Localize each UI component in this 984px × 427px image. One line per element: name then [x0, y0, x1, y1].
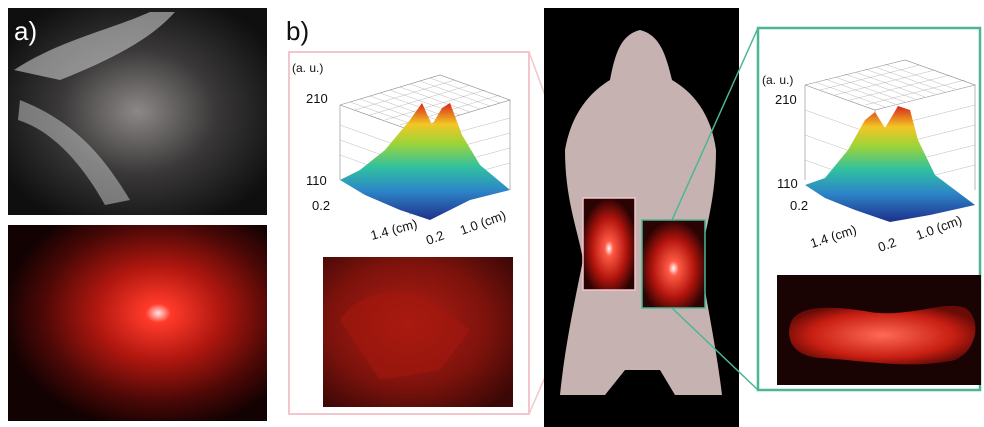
fur-upper — [14, 12, 175, 80]
x-tick-left-0: 0.2 — [312, 198, 330, 213]
connector-teal-bottom — [671, 307, 759, 391]
y-tick-left-0: 0.2 — [424, 228, 446, 248]
surface-mesh-left — [340, 103, 510, 220]
z-tick-right-210: 210 — [775, 92, 797, 107]
x-tick-right-0: 0.2 — [790, 198, 808, 213]
panel-b-mouse — [544, 8, 739, 427]
connector-teal-top — [671, 27, 759, 221]
roi-pink — [582, 197, 636, 291]
y-tick-right-0: 0.2 — [876, 235, 898, 255]
surface-mesh-right — [805, 106, 975, 222]
panel-label-b: b) — [286, 16, 310, 46]
panel-label-a: a) — [14, 16, 38, 46]
panel-b-right-box: (a. u.) 210 110 0.2 1.4 (cm) 0.2 1.0 (cm… — [756, 26, 982, 392]
z-tick-left-110: 110 — [306, 173, 327, 188]
photo-kidney — [789, 305, 976, 365]
photo-fluorescence-a — [8, 225, 267, 421]
panel-a — [8, 8, 267, 421]
z-unit-left: (a. u.) — [292, 61, 323, 75]
fur-lower — [18, 100, 130, 205]
roi-teal — [641, 219, 706, 309]
z-unit-right: (a. u.) — [762, 73, 793, 87]
z-tick-left-210: 210 — [306, 91, 328, 106]
panel-b-left-box: (a. u.) 210 110 0.2 1.4 (cm) 0.2 1.0 (cm… — [288, 51, 530, 415]
z-tick-right-110: 110 — [777, 176, 798, 191]
